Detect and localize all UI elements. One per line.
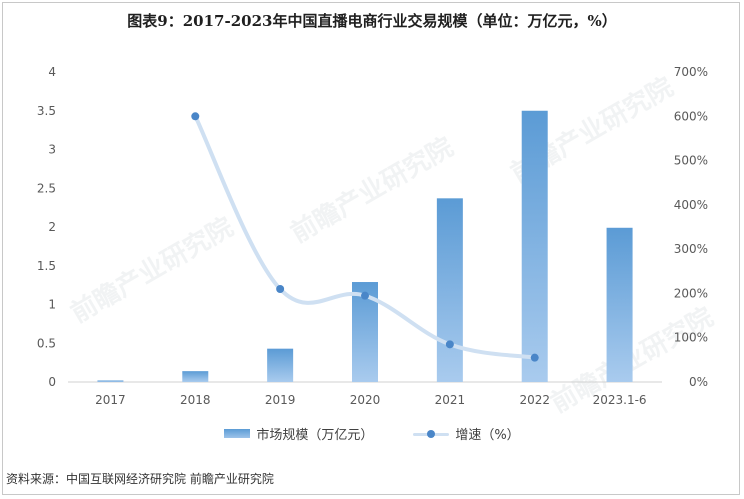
line-point [276, 285, 285, 293]
y-left-tick-label: 0.5 [37, 336, 56, 350]
chart-legend: 市场规模（万亿元） 增速（%） [0, 424, 744, 443]
legend-item-line: 增速（%） [413, 424, 520, 443]
x-tick-label: 2020 [350, 393, 381, 407]
line-point [361, 291, 369, 300]
y-left-tick-label: 1.5 [37, 259, 56, 273]
y-right-tick-label: 100% [674, 331, 708, 345]
y-left-tick-label: 3.5 [37, 104, 56, 118]
x-tick-label: 2019 [265, 393, 296, 407]
bar [182, 371, 209, 382]
series-line [193, 114, 537, 360]
y-right-tick-label: 400% [674, 198, 708, 212]
line-point [445, 340, 454, 349]
y-right-tick-label: 500% [674, 154, 708, 168]
line-point [191, 112, 200, 121]
y-left-tick-label: 3 [48, 143, 56, 157]
bar [521, 110, 548, 382]
bar [436, 198, 463, 382]
y-left-tick-label: 2.5 [37, 181, 56, 195]
source-note: 资料来源：中国互联网经济研究院 前瞻产业研究院 [6, 472, 274, 486]
line-marker-swatch-icon [413, 428, 450, 440]
y-left-tick-label: 4 [48, 65, 56, 79]
bar [97, 380, 124, 382]
y-left-tick-label: 0 [48, 375, 56, 389]
x-tick-label: 2017 [95, 393, 126, 407]
line-point [530, 353, 539, 362]
y-left-tick-label: 1 [48, 298, 56, 312]
x-tick-label: 2023.1-6 [593, 393, 647, 407]
legend-item-bar: 市场规模（万亿元） [224, 424, 373, 443]
x-tick-label: 2018 [180, 393, 211, 407]
bar [267, 348, 294, 382]
x-tick-label: 2021 [435, 393, 466, 407]
bar [606, 227, 633, 382]
legend-line-label: 增速（%） [455, 428, 520, 443]
y-right-tick-label: 600% [674, 109, 708, 123]
y-right-tick-label: 200% [674, 286, 708, 300]
y-left-tick-label: 2 [48, 220, 56, 234]
legend-bar-label: 市场规模（万亿元） [256, 428, 374, 443]
y-right-tick-label: 0% [689, 375, 708, 389]
y-right-tick-label: 700% [674, 65, 708, 79]
x-tick-label: 2022 [519, 393, 550, 407]
y-right-tick-label: 300% [674, 242, 708, 256]
bar-swatch-icon [224, 429, 251, 438]
chart-title: 图表9：2017-2023年中国直播电商行业交易规模（单位：万亿元，%） [127, 12, 617, 30]
